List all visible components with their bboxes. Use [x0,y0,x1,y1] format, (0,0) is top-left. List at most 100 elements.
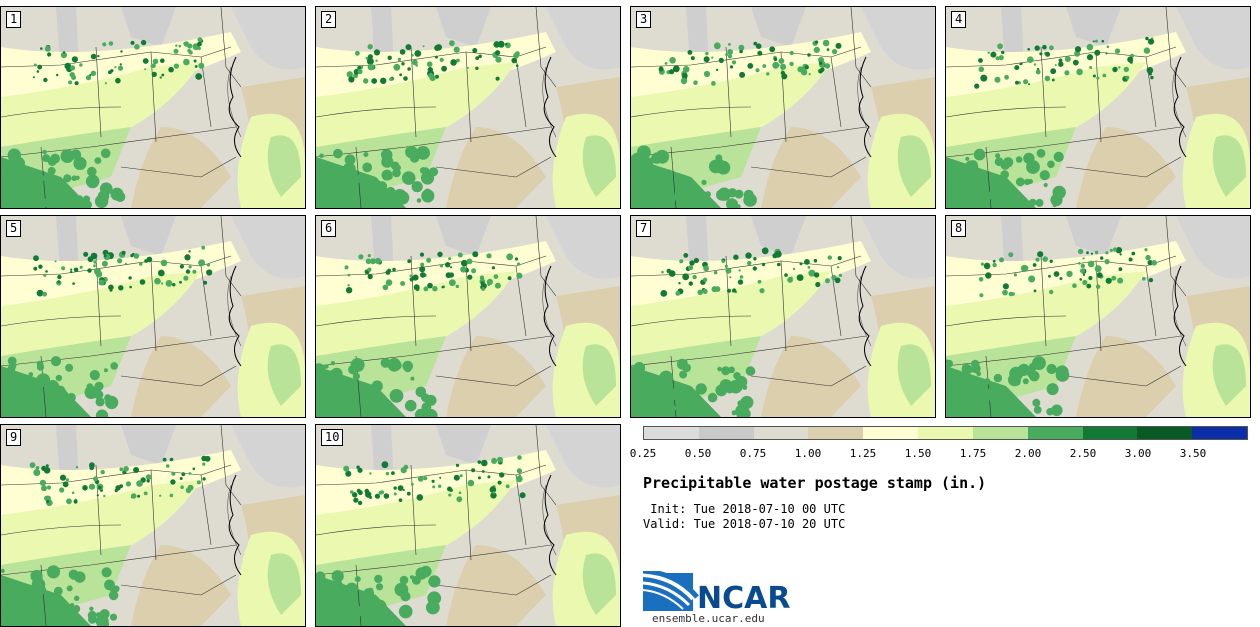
convective-cell [183,275,189,281]
moist-region [88,615,97,624]
convective-cell [1044,75,1051,82]
convective-cell [119,467,124,472]
convective-cell [1048,274,1051,278]
convective-cell [506,253,514,261]
convective-cell [450,266,453,269]
moist-region [34,615,42,622]
convective-cell [33,63,37,67]
convective-cell [79,265,83,269]
convective-cell [1066,270,1073,278]
convective-cell [29,462,36,468]
moist-region [947,195,959,207]
convective-cell [807,266,811,269]
convective-cell [661,270,664,274]
convective-cell [125,481,131,487]
colorbar-tick-labels: 0.25 0.50 0.75 1.00 1.25 1.50 1.75 2.00 2.50 3.00… [0,447,1260,461]
convective-cell [1001,50,1005,55]
moist-region [318,170,326,177]
convective-cell [36,289,44,297]
moist-region [34,187,43,196]
convective-cell [773,57,778,62]
convective-cell [405,44,412,51]
convective-cell [1094,39,1098,43]
moist-region [316,194,328,208]
convective-cell [455,284,459,289]
convective-cell [382,284,389,291]
convective-cell [40,47,43,50]
convective-cell [683,253,689,258]
moist-region [65,363,74,372]
convective-cell [90,70,97,76]
convective-cell [1027,48,1030,51]
convective-cell [1051,78,1055,82]
convective-cell [206,263,210,267]
colorbar-tick: 2.00 [1014,447,1042,460]
convective-cell [1089,66,1093,69]
convective-cell [124,262,128,265]
convective-cell [494,282,501,289]
convective-cell [36,70,40,73]
convective-cell [406,491,411,496]
moist-region [318,578,328,588]
moist-region [354,576,361,583]
moist-region [7,406,15,414]
moist-region [381,155,394,168]
convective-cell [487,475,491,479]
moist-region [678,185,687,193]
convective-cell [56,73,59,77]
convective-cell [146,256,153,263]
convective-cell [157,269,165,277]
convective-cell [426,257,432,263]
moist-region [414,408,428,417]
ncar-logo: NCAR [642,568,793,616]
postage-stamp-panel: 5 [0,215,306,418]
convective-cell [1059,277,1063,280]
moist-region [86,383,94,390]
logo-url: ensemble.ucar.edu [652,612,765,625]
moist-region [651,152,663,164]
convective-cell [1151,260,1157,266]
convective-cell [65,478,69,482]
moist-region [321,379,327,384]
convective-cell [1114,48,1121,54]
convective-cell [1145,254,1151,261]
convective-cell [101,260,108,267]
moist-region [4,391,13,400]
convective-cell [43,77,48,83]
convective-cell [1094,49,1101,56]
convective-cell [515,51,520,56]
convective-cell [399,73,402,77]
moist-region [1033,406,1042,414]
convective-cell [358,254,364,260]
convective-cell [173,48,179,54]
moist-region [995,393,1002,399]
convective-cell [96,494,99,497]
convective-cell [1080,263,1085,269]
convective-cell [1150,75,1154,80]
convective-cell [373,49,381,56]
moist-region [421,167,430,176]
convective-cell [108,284,114,291]
convective-cell [422,45,425,48]
moist-region [342,183,349,190]
convective-cell [439,57,444,63]
moist-region [742,384,748,390]
postage-stamp-panel: 7 [630,215,936,418]
moist-region [660,371,672,383]
convective-cell [419,266,426,273]
convective-cell [41,485,47,492]
convective-cell [449,40,455,47]
convective-cell [352,492,358,498]
convective-cell [1096,272,1103,278]
convective-cell [1022,265,1029,271]
valid-time: Valid: Tue 2018-07-10 20 UTC [643,517,846,531]
convective-cell [90,53,97,60]
convective-cell [471,268,477,274]
moist-region [726,198,738,208]
moist-region [717,366,722,372]
moist-region [1,568,5,573]
convective-cell [140,39,147,46]
convective-cell [693,80,698,85]
moist-region [316,363,326,377]
convective-cell [994,76,1001,83]
